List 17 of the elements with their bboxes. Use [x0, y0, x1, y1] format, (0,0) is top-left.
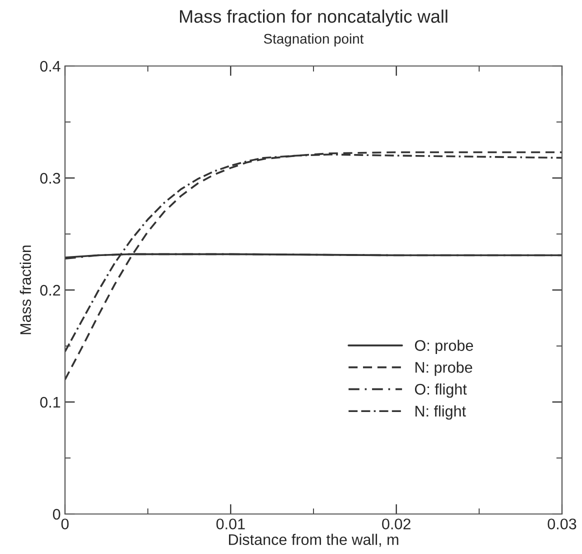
legend-label: O: flight [414, 383, 467, 398]
legend-label: N: flight [416, 405, 466, 420]
legend-label: O: probe [414, 340, 474, 354]
y-tick-label: 0.1 [40, 396, 60, 408]
legend-label: N: probe [416, 362, 472, 376]
x-tick-label: 0.02 [382, 518, 410, 530]
y-tick-label: 0 [52, 508, 60, 520]
y-axis-title: Mass fraction [20, 246, 32, 334]
y-tick-label: 0.4 [40, 60, 60, 72]
chart-subtitle: Stagnation point [264, 34, 364, 46]
y-tick-label: 0.3 [40, 172, 60, 184]
x-axis-title: Distance from the wall, m [229, 534, 398, 547]
x-tick-label: 0 [61, 518, 69, 530]
y-tick-label: 0.2 [40, 284, 60, 296]
chart-title: Mass fraction for noncatalytic wall [180, 10, 448, 26]
x-tick-label: 0.03 [548, 518, 576, 530]
x-tick-label: 0.01 [216, 518, 245, 530]
